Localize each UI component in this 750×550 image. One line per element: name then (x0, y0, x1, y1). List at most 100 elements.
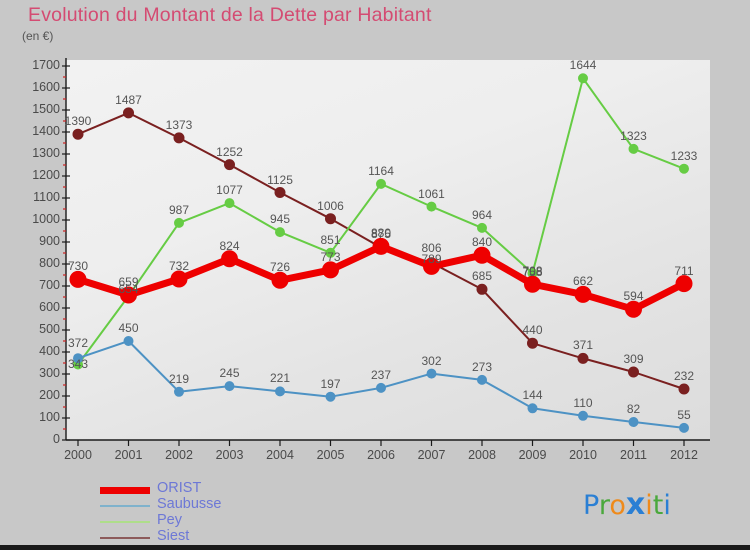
data-label: 708 (522, 264, 543, 279)
data-label: 1006 (317, 198, 344, 213)
y-axis-tick-label: 200 (39, 388, 60, 402)
y-axis-tick-label: 600 (39, 300, 60, 314)
data-label: 197 (320, 376, 341, 391)
data-label: 875 (370, 226, 392, 241)
y-axis-tick-label: 900 (39, 234, 60, 248)
data-label: 654 (118, 282, 139, 297)
y-axis-tick-label: 1000 (32, 212, 60, 226)
series-orist (69, 237, 693, 318)
data-label: 302 (421, 353, 442, 368)
legend-label: ORIST (157, 480, 202, 496)
y-axis-tick-label: 700 (39, 278, 60, 292)
data-label: 711 (674, 263, 694, 278)
legend-item-orist[interactable]: ORIST (100, 480, 400, 498)
x-axis-tick-label: 2010 (569, 448, 597, 462)
legend-swatch (100, 521, 150, 523)
data-label: 219 (168, 371, 190, 386)
data-label: 1487 (115, 92, 142, 107)
y-axis-tick-label: 1100 (33, 190, 60, 204)
data-label: 726 (269, 260, 291, 275)
data-label: 1644 (569, 58, 597, 73)
data-label: 144 (522, 388, 543, 403)
logo-char: r (598, 490, 610, 521)
data-label: 945 (269, 212, 291, 227)
data-label: 840 (471, 235, 493, 250)
data-label: 662 (572, 274, 594, 289)
proxiti-logo: Proxiti (583, 487, 671, 522)
bottom-bar (0, 545, 750, 550)
data-label: 732 (168, 258, 190, 273)
data-label: 659 (118, 275, 139, 290)
page-title: Evolution du Montant de la Dette par Hab… (28, 4, 432, 26)
y-axis-tick-label: 1600 (32, 80, 60, 94)
y-axis-tick-label: 1700 (32, 58, 60, 72)
data-label: 1061 (418, 186, 445, 201)
series-saubusse (73, 336, 689, 433)
data-label: 82 (626, 401, 641, 416)
data-label: 1252 (216, 144, 243, 159)
x-axis-tick-label: 2006 (367, 448, 395, 462)
data-label: 1390 (64, 114, 92, 129)
x-axis-tick-label: 2001 (114, 448, 143, 462)
data-label: 273 (471, 359, 493, 374)
x-axis-tick-label: 2012 (670, 448, 698, 462)
legend-swatch (100, 486, 150, 494)
data-label: 1233 (670, 148, 698, 163)
legend-item-saubusse[interactable]: Saubusse (100, 496, 400, 514)
data-label: 987 (168, 202, 190, 217)
x-axis-tick-label: 2003 (215, 448, 244, 462)
y-axis-tick-label: 800 (39, 256, 60, 270)
data-label: 309 (623, 352, 644, 367)
data-label: 343 (67, 356, 89, 371)
legend-item-pey[interactable]: Pey (100, 512, 400, 530)
y-axis-tick-label: 300 (39, 366, 60, 380)
logo-char: P (583, 490, 599, 521)
data-label: 824 (219, 238, 240, 253)
x-axis-tick-label: 2007 (417, 448, 446, 462)
x-axis-tick-label: 2000 (64, 448, 92, 462)
y-axis-tick-label: 1400 (32, 124, 60, 138)
y-axis-tick-label: 500 (39, 322, 60, 336)
legend-swatch (100, 505, 150, 507)
legend-item-siest[interactable]: Siest (100, 528, 400, 546)
data-label: 594 (623, 289, 644, 304)
x-axis-tick-label: 2008 (468, 448, 496, 462)
logo-char: o (609, 490, 626, 521)
legend-swatch (100, 537, 150, 539)
x-axis-tick-label: 2005 (316, 448, 345, 462)
logo-char: i (663, 490, 671, 521)
data-label: 685 (471, 269, 493, 284)
data-label: 758 (522, 265, 543, 280)
x-axis-tick-label: 2002 (165, 448, 193, 462)
page-subtitle: (en €) (22, 29, 54, 43)
y-axis-tick-label: 0 (53, 432, 60, 446)
y-axis-ticks (62, 65, 70, 441)
y-axis-tick-label: 1300 (32, 146, 60, 160)
data-label: 880 (370, 226, 392, 241)
x-axis-tick-label: 2009 (518, 448, 547, 462)
y-axis-tick-label: 400 (39, 344, 60, 358)
data-label: 221 (269, 371, 291, 386)
data-label: 1323 (620, 128, 647, 143)
data-label: 1373 (165, 117, 193, 132)
data-label: 232 (673, 368, 695, 383)
data-label: 371 (572, 338, 594, 353)
legend-label: Saubusse (157, 496, 222, 512)
legend-label: Siest (157, 528, 190, 544)
data-label: 1125 (267, 172, 293, 187)
data-label: 1164 (368, 163, 394, 178)
axes (65, 58, 710, 441)
logo-char: x (625, 487, 646, 522)
y-axis-tick-label: 100 (39, 410, 60, 424)
data-label: 372 (67, 336, 89, 351)
data-label: 245 (219, 366, 240, 381)
logo-char: t (652, 490, 664, 521)
logo-char: i (645, 490, 653, 521)
data-label: 440 (522, 323, 543, 338)
data-label: 730 (67, 259, 89, 274)
y-axis-tick-label: 1500 (32, 102, 60, 116)
data-label: 237 (370, 367, 392, 382)
legend: ORIST Saubusse Pey Siest (100, 480, 400, 546)
data-label: 55 (677, 407, 691, 422)
